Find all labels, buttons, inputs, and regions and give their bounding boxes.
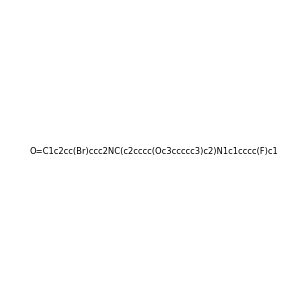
Text: O=C1c2cc(Br)ccc2NC(c2cccc(Oc3ccccc3)c2)N1c1cccc(F)c1: O=C1c2cc(Br)ccc2NC(c2cccc(Oc3ccccc3)c2)N…	[29, 147, 278, 156]
